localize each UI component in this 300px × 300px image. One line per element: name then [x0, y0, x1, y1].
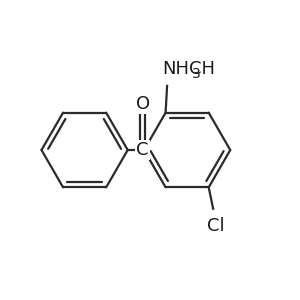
Text: 3: 3: [192, 68, 200, 82]
Text: C: C: [136, 141, 149, 159]
Text: Cl: Cl: [207, 217, 225, 235]
Text: O: O: [136, 95, 150, 113]
Text: NHCH: NHCH: [163, 61, 216, 79]
